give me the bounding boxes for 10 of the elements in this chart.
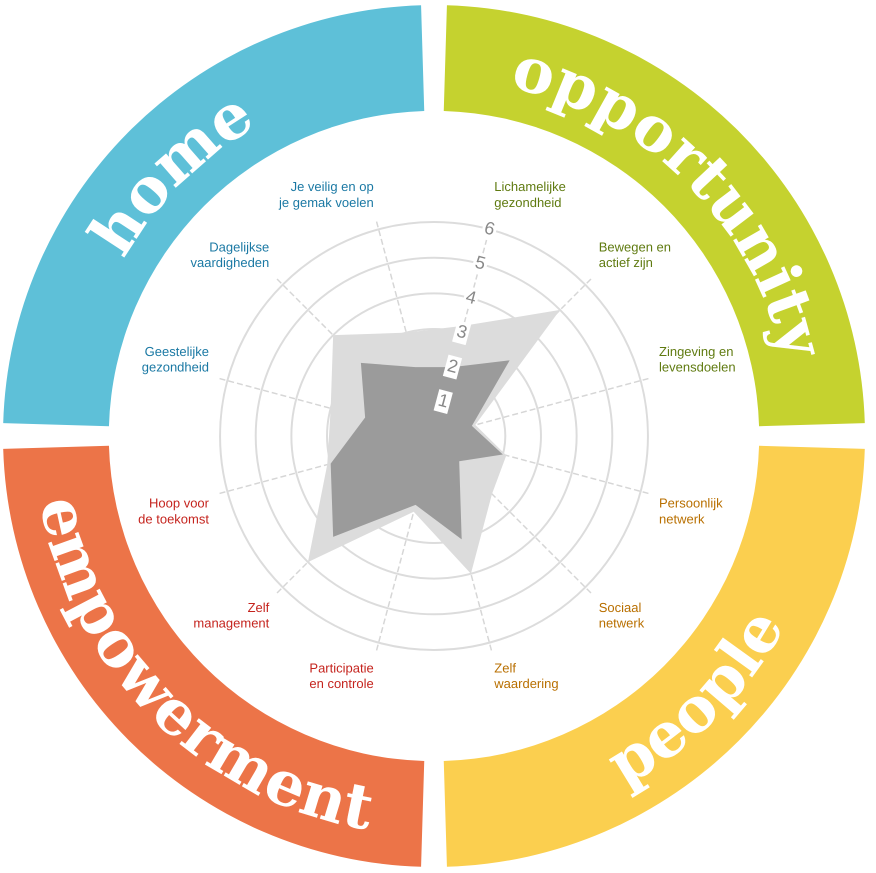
spoke-label: Persoonlijk netwerk <box>659 496 724 526</box>
spoke-label: Je veilig en op je gemak voelen <box>278 179 374 210</box>
y-tick-label: 5 <box>472 252 488 274</box>
y-tick-label: 4 <box>464 286 479 308</box>
y-tick-label: 2 <box>445 355 460 378</box>
y-tick-label: 6 <box>482 217 498 240</box>
spoke-label: Geestelijke gezondheid <box>142 344 209 374</box>
spoke-label: Zelf waardering <box>493 660 559 691</box>
y-tick-label: 3 <box>454 320 470 343</box>
y-tick-label: 1 <box>436 390 451 412</box>
